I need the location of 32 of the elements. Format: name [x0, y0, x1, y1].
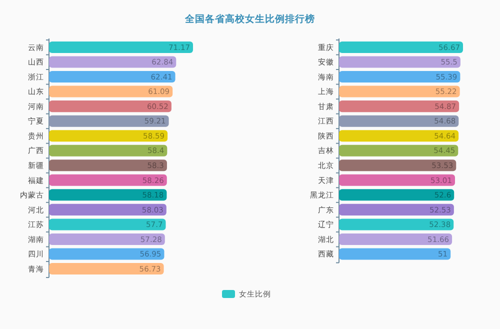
bar	[339, 100, 460, 112]
bar	[49, 100, 172, 112]
bar	[339, 189, 454, 201]
bar	[339, 56, 460, 68]
bar	[49, 144, 168, 156]
text: 全国各省高校女生比例排行榜	[184, 13, 315, 25]
bar	[49, 86, 173, 98]
bar	[49, 204, 166, 216]
bar	[339, 86, 460, 98]
bar	[339, 144, 458, 156]
bar	[339, 204, 454, 216]
bar	[339, 248, 451, 260]
bar	[49, 41, 193, 53]
bar	[339, 115, 459, 127]
bar	[49, 130, 168, 142]
bar	[339, 130, 459, 142]
bar	[49, 174, 167, 186]
bar	[49, 71, 176, 83]
bar	[339, 233, 452, 245]
bar	[339, 160, 456, 172]
bar	[339, 218, 454, 230]
bar	[49, 189, 167, 201]
bar	[339, 41, 463, 53]
bar	[49, 160, 167, 172]
bar	[339, 71, 460, 83]
bar	[49, 248, 164, 260]
bar	[49, 218, 166, 230]
bar	[49, 263, 164, 275]
bar	[49, 115, 169, 127]
bar	[339, 174, 455, 186]
bar	[49, 233, 165, 245]
bar	[49, 56, 176, 68]
